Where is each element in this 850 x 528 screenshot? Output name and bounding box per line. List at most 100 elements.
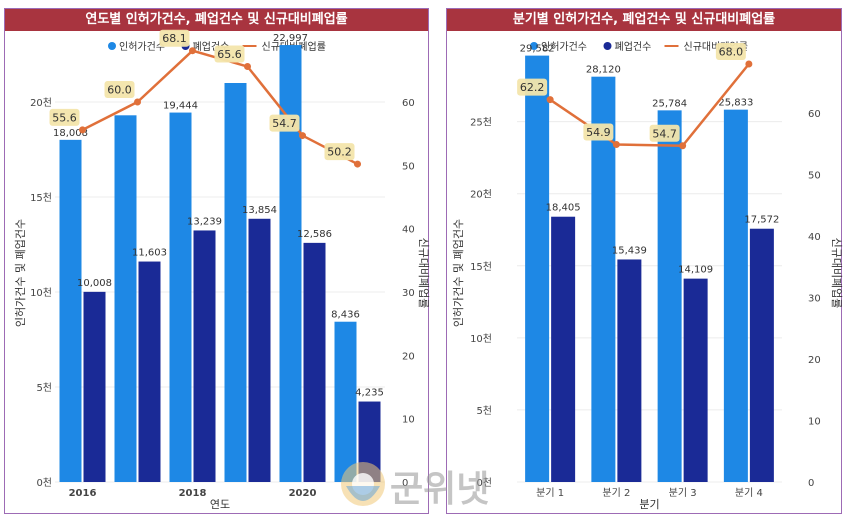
left-y-axis-title: 인허가건수 및 폐업건수: [14, 219, 27, 327]
left-bar-permits: [59, 139, 82, 482]
right-rate-label-box: [583, 123, 614, 141]
right-rate-line: [549, 63, 750, 148]
right-bar-closures-label: 17,572: [744, 215, 779, 226]
left-chart-title: 연도별 인허가건수, 폐업건수 및 신규대비폐업률: [5, 9, 428, 31]
left-rate-label: 68.1: [162, 32, 187, 45]
right-y2-axis-title: 신규대비폐업률: [830, 238, 843, 309]
right-bar-closures: [749, 228, 774, 482]
right-y2-tick-label: 20: [808, 355, 821, 366]
left-bar-closures-label: 13,854: [242, 205, 277, 216]
right-x-tick-label: 분기 1: [536, 487, 564, 499]
left-x-tick-label: 2018: [179, 488, 207, 499]
left-bar-permits: [224, 83, 247, 482]
left-rate-point: [299, 132, 306, 140]
left-bar-closures-label: 13,239: [187, 216, 222, 227]
left-y-tick-label: 5천: [36, 382, 52, 394]
right-rate-point: [745, 60, 753, 68]
right-bar-permits-label: 25,784: [652, 98, 687, 109]
right-bar-permits-label: 29,582: [520, 44, 555, 55]
left-rate-label: 50.2: [327, 146, 352, 159]
left-y2-tick-label: 20: [402, 351, 415, 362]
watermark: 군위넷: [338, 456, 528, 516]
right-y2-tick-label: 60: [808, 109, 821, 120]
right-rate-point: [546, 96, 554, 104]
left-rate-point: [134, 98, 141, 106]
left-y2-tick-label: 30: [402, 288, 415, 299]
left-x-tick-label: 2016: [69, 488, 97, 499]
right-chart-panel: 분기별 인허가건수, 폐업건수 및 신규대비폐업률: [446, 8, 842, 514]
right-rate-point: [679, 142, 687, 150]
left-bar-closures: [248, 218, 271, 483]
right-y-tick-label: 25천: [470, 117, 492, 129]
left-bar-permits-label: 19,444: [163, 101, 198, 112]
right-bar-closures-label: 14,109: [678, 265, 713, 276]
left-rate-label-box: [214, 45, 245, 63]
left-bar-permits: [114, 115, 137, 483]
right-legend-label: 인허가건수: [541, 41, 587, 53]
left-y2-tick-label: 0: [402, 478, 408, 489]
left-y2-axis-title: 신규대비폐업률: [417, 238, 430, 309]
left-rate-label-box: [49, 108, 80, 126]
left-bar-closures: [303, 242, 326, 482]
right-rate-label: 62.2: [520, 81, 545, 94]
right-rate-point: [612, 141, 620, 149]
right-rate-label: 54.7: [652, 127, 677, 140]
right-bar-permits: [591, 76, 616, 482]
left-rate-label: 54.7: [272, 117, 297, 130]
right-bar-closures: [617, 259, 642, 482]
right-legend-marker: [530, 42, 538, 50]
right-x-axis-title: 분기: [639, 498, 659, 511]
right-y-axis-title: 인허가건수 및 폐업건수: [452, 219, 465, 327]
right-x-tick-label: 분기 4: [735, 487, 763, 499]
left-rate-label-box: [269, 114, 300, 132]
right-rate-label-box: [715, 43, 746, 60]
right-bar-closures: [551, 216, 576, 482]
left-bar-permits: [169, 112, 192, 483]
right-bar-permits: [657, 110, 682, 482]
watermark-text: 군위넷: [390, 469, 490, 510]
left-rate-point: [189, 47, 196, 55]
right-legend-marker: [603, 42, 612, 50]
right-rate-label: 54.9: [586, 126, 611, 139]
left-y2-tick-label: 10: [402, 415, 415, 426]
left-legend-marker: [108, 42, 116, 50]
right-y-tick-label: 0천: [476, 477, 492, 489]
right-y2-tick-label: 10: [808, 417, 821, 428]
right-chart-title: 분기별 인허가건수, 폐업건수 및 신규대비폐업률: [447, 9, 841, 31]
left-y2-tick-label: 40: [402, 225, 415, 236]
left-bar-closures: [358, 401, 381, 482]
left-bar-closures-label: 4,235: [355, 388, 384, 399]
left-y-tick-label: 10천: [30, 287, 52, 299]
left-bar-permits: [334, 321, 357, 482]
left-bar-permits: [279, 45, 302, 482]
right-y-tick-label: 15천: [470, 261, 492, 273]
left-rate-label: 65.6: [217, 48, 242, 61]
right-bar-permits-label: 28,120: [586, 65, 621, 76]
left-rate-label: 55.6: [52, 111, 77, 124]
right-y2-tick-label: 30: [808, 294, 821, 305]
right-bar-closures-label: 18,405: [546, 203, 581, 214]
left-rate-label-box: [159, 29, 190, 47]
left-x-axis-title: 연도: [210, 498, 230, 511]
right-y2-tick-label: 0: [808, 478, 814, 489]
left-rate-label-box: [104, 81, 135, 98]
watermark-logo-icon: [341, 462, 385, 506]
left-x-tick-label: 2020: [289, 488, 317, 499]
left-bar-permits-label: 8,436: [331, 310, 360, 321]
left-y-tick-label: 20천: [30, 97, 52, 109]
right-rate-label-box: [517, 78, 548, 96]
right-rate-label: 68.0: [719, 46, 744, 59]
right-bar-closures: [683, 278, 708, 482]
left-bar-closures: [138, 261, 161, 482]
left-rate-point: [79, 126, 86, 134]
left-bar-permits-label: 22,997: [273, 33, 308, 44]
left-rate-point: [354, 160, 361, 168]
right-x-tick-label: 분기 3: [669, 487, 697, 499]
left-rate-label: 60.0: [107, 84, 132, 97]
left-bar-closures: [193, 230, 216, 482]
left-bar-closures-label: 11,603: [132, 248, 167, 259]
right-x-tick-label: 분기 2: [602, 487, 630, 499]
left-rate-point: [244, 63, 251, 71]
right-bar-permits: [723, 109, 748, 482]
